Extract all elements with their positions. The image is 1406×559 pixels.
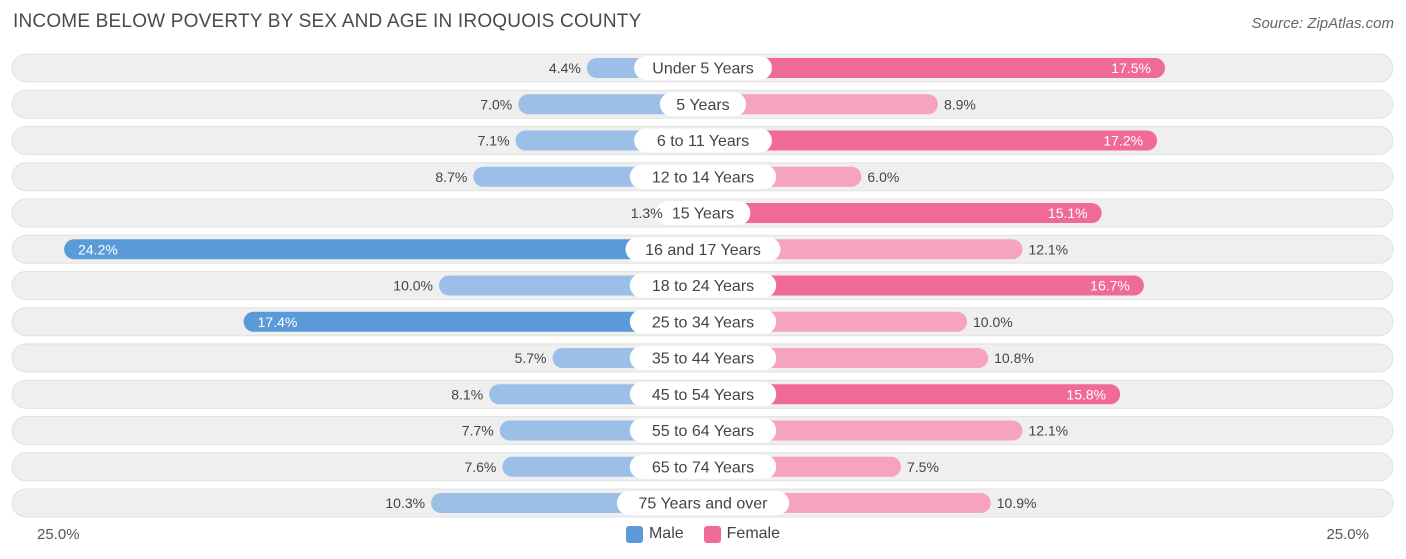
axis-left-label: 25.0% (37, 526, 80, 543)
category-label-bg (634, 128, 772, 153)
category-label: 75 Years and over (639, 496, 769, 513)
male-value-label: 24.2% (78, 241, 118, 257)
category-label-bg (629, 309, 777, 334)
male-value-label: 5.7% (515, 350, 547, 366)
category-label: 16 and 17 Years (645, 242, 761, 259)
female-value-label: 17.5% (1111, 60, 1151, 76)
female-value-label: 15.1% (1048, 205, 1088, 221)
female-bar (703, 275, 1144, 296)
axis-right-label: 25.0% (1326, 526, 1369, 543)
female-value-label: 7.5% (907, 459, 939, 475)
female-value-label: 8.9% (944, 96, 976, 112)
bar-chart: Under 5 Years 4.4% 17.5% 5 Years 7.0% 8.9% 6 t… (11, 53, 1394, 518)
male-value-label: 8.7% (435, 169, 467, 185)
category-label: 12 to 14 Years (652, 169, 754, 186)
category-label: 25 to 34 Years (652, 314, 754, 331)
category-label: Under 5 Years (652, 61, 753, 78)
category-label: 18 to 24 Years (652, 278, 754, 295)
male-value-label: 4.4% (549, 60, 581, 76)
male-value-label: 7.1% (478, 133, 510, 149)
category-label: 5 Years (676, 97, 729, 114)
male-value-label: 10.0% (393, 278, 433, 294)
category-label-bg (655, 201, 751, 225)
male-bar (64, 239, 704, 260)
category-label: 35 to 44 Years (652, 351, 754, 368)
category-label-bg (629, 346, 777, 370)
female-swatch (703, 525, 721, 543)
category-label: 65 to 74 Years (652, 459, 754, 476)
male-value-label: 7.7% (462, 423, 494, 439)
legend-female-label: Female (726, 525, 781, 542)
female-value-label: 17.2% (1103, 133, 1143, 149)
female-bar (703, 203, 1102, 223)
male-bar (243, 311, 703, 332)
male-value-label: 8.1% (451, 386, 483, 402)
male-value-label: 7.0% (480, 96, 512, 112)
female-value-label: 10.0% (973, 314, 1013, 330)
category-label-bg (629, 382, 777, 407)
male-value-label: 17.4% (258, 314, 298, 330)
category-label-bg (625, 237, 781, 262)
female-bar (703, 239, 1023, 260)
female-value-label: 12.1% (1028, 423, 1068, 439)
male-value-label: 1.3% (631, 205, 663, 221)
male-value-label: 10.3% (385, 495, 425, 511)
female-value-label: 15.8% (1066, 386, 1106, 402)
female-value-label: 16.7% (1090, 278, 1130, 294)
legend-item-female[interactable]: Female (703, 525, 781, 543)
category-label: 15 Years (672, 206, 734, 223)
category-label-bg (659, 92, 747, 117)
female-bar (703, 420, 1023, 441)
category-label-bg (629, 164, 777, 189)
male-bar (518, 94, 703, 115)
female-bar (703, 384, 1121, 405)
male-swatch (625, 525, 643, 543)
female-value-label: 12.1% (1028, 241, 1068, 257)
legend-item-male[interactable]: Male (625, 525, 684, 543)
category-label-bg (629, 454, 777, 479)
legend: Male Female (0, 525, 1406, 543)
category-label-bg (629, 273, 777, 298)
category-label-bg (634, 56, 772, 80)
chart-title: INCOME BELOW POVERTY BY SEX AND AGE IN I… (13, 11, 642, 32)
female-bar (703, 58, 1165, 78)
male-value-label: 7.6% (464, 459, 496, 475)
female-bar (703, 130, 1158, 151)
female-value-label: 10.8% (994, 350, 1034, 366)
category-label-bg (616, 491, 790, 515)
category-label: 55 to 64 Years (652, 423, 754, 440)
category-label: 45 to 54 Years (652, 387, 754, 404)
female-value-label: 6.0% (867, 169, 899, 185)
female-value-label: 10.9% (997, 495, 1037, 511)
legend-male-label: Male (648, 525, 684, 542)
female-bar (703, 94, 938, 115)
category-label: 6 to 11 Years (657, 133, 749, 150)
source-label: Source: ZipAtlas.com (1251, 15, 1394, 32)
category-label-bg (629, 418, 777, 443)
